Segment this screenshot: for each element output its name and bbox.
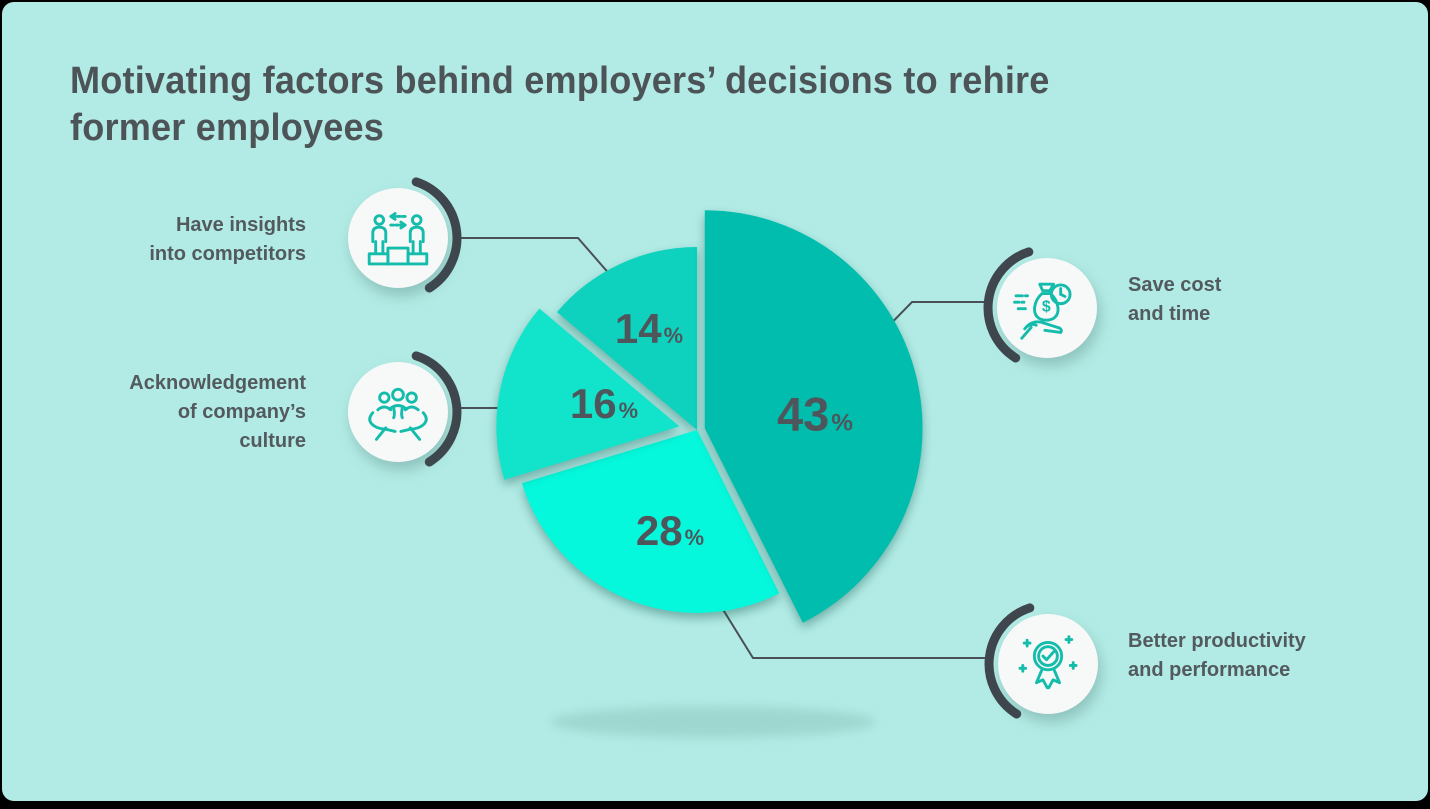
badge-insights	[348, 177, 462, 293]
pie-slice-save-cost-and-time	[704, 210, 923, 623]
award-ribbon-icon	[1018, 635, 1078, 690]
badge-arc-right	[411, 177, 462, 293]
value-number: 43	[776, 387, 830, 441]
badge-circle	[997, 258, 1097, 358]
pie-value-save-cost: 43%	[777, 387, 853, 442]
pie-value-insights: 14%	[615, 305, 683, 353]
title-line-1: Motivating factors behind employers’ dec…	[70, 60, 1050, 102]
value-number: 16	[569, 380, 617, 427]
hands-holding-people-icon	[368, 387, 428, 441]
money-bag-clock-icon: $	[1013, 282, 1072, 340]
pie-value-productivity: 28%	[636, 507, 704, 555]
callout-label-productivity: Better productivity and performance	[1128, 630, 1306, 681]
svg-text:$: $	[1042, 299, 1051, 316]
badge-arc-left	[984, 603, 1035, 719]
callout-label-save: Save cost and time	[1128, 274, 1222, 325]
badge-arc-right	[411, 351, 462, 467]
badge-save: $	[983, 247, 1097, 363]
badge-productivity	[984, 603, 1098, 719]
pie-ground-shadow	[550, 706, 876, 738]
pie-slice-have-insights-into-competitors	[557, 247, 697, 430]
page-title: Motivating factors behind employers’ dec…	[70, 58, 1050, 152]
pie-value-culture: 16%	[570, 380, 638, 428]
value-number: 28	[635, 507, 683, 554]
callout-label-insights: Have insights into competitors	[149, 214, 306, 265]
value-unit: %	[663, 323, 684, 348]
podium-competitors-icon	[367, 212, 429, 266]
value-unit: %	[831, 409, 854, 437]
callout-label-culture: Acknowledgement of company’s culture	[129, 372, 306, 452]
pie-slices	[496, 210, 923, 623]
leader-line-productivity	[713, 594, 990, 659]
value-unit: %	[618, 398, 639, 423]
pie-slice-acknowledgement-of-company-s-culture	[496, 308, 680, 480]
pie-slice-better-productivity-and-performance	[521, 430, 780, 613]
badge-arc-left	[983, 247, 1034, 363]
value-unit: %	[684, 525, 705, 550]
title-line-2: former employees	[70, 107, 385, 149]
badge-circle	[348, 188, 448, 288]
badge-circle	[348, 362, 448, 462]
badge-culture	[348, 351, 462, 467]
value-number: 14	[614, 305, 662, 352]
